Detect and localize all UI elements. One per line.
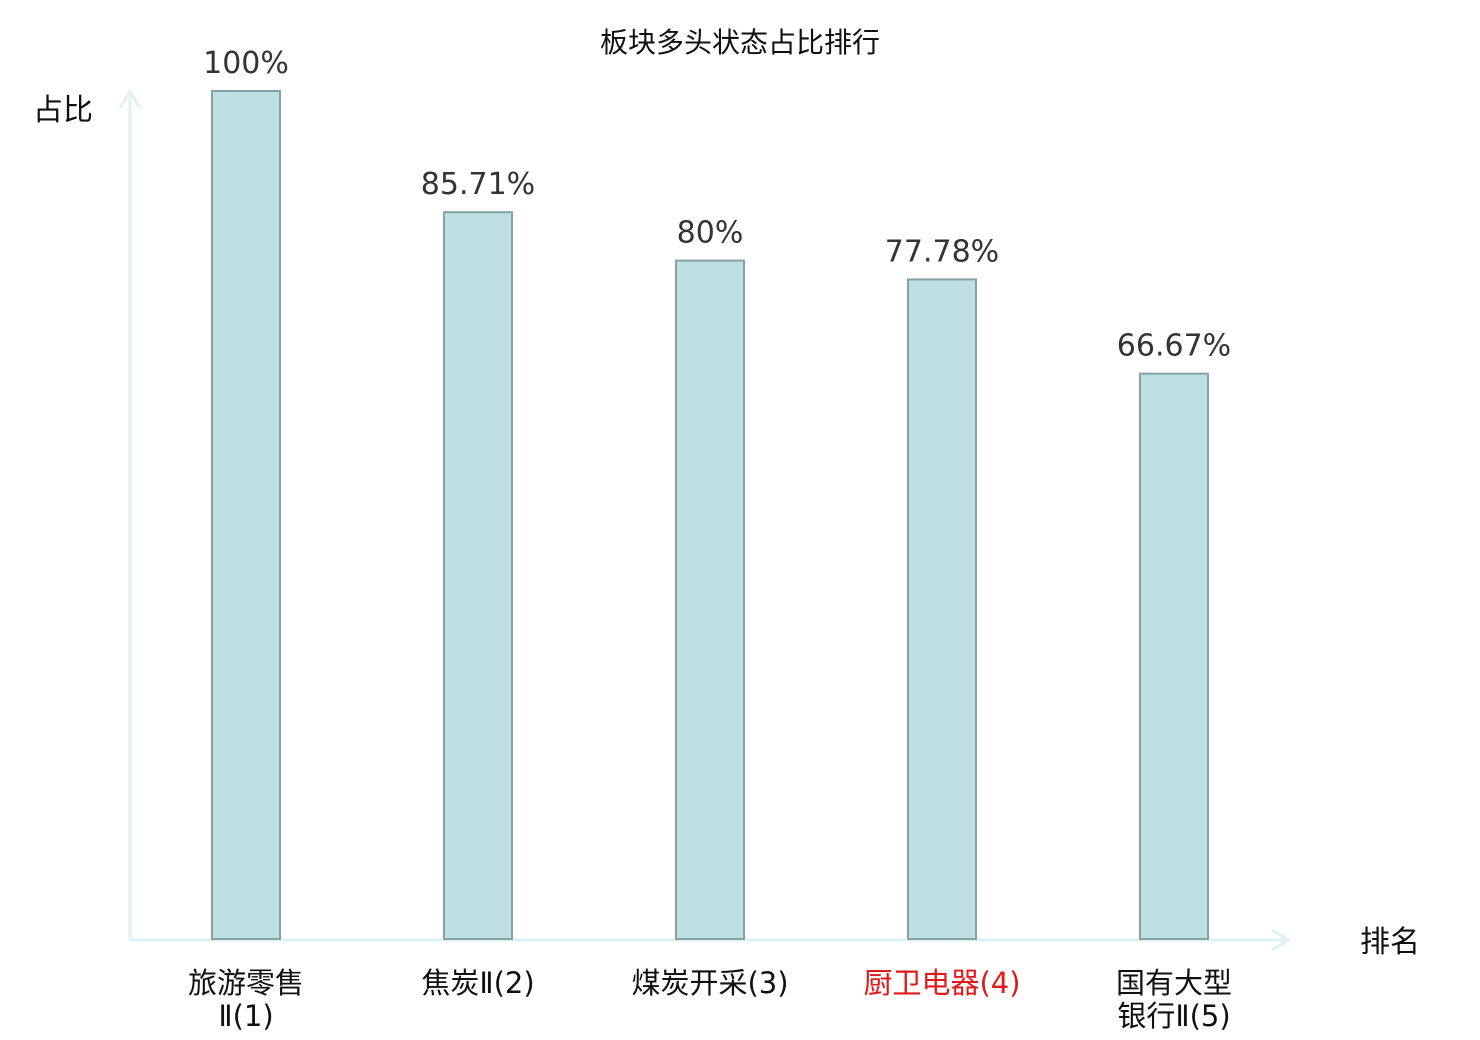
bar-5 <box>1139 372 1209 940</box>
value-label-1: 100% <box>203 46 289 81</box>
x-axis-label: 排名 <box>1360 925 1420 960</box>
bar-2 <box>443 211 513 940</box>
category-label-5-line-1: 国有大型 <box>1116 966 1232 1000</box>
y-axis-label: 占比 <box>33 93 93 128</box>
value-label-4: 77.78% <box>885 234 999 269</box>
value-label-5: 66.67% <box>1117 329 1231 364</box>
value-labels: 100% 85.71% 80% 77.78% 66.67% <box>203 46 1231 364</box>
bar-1 <box>211 90 281 940</box>
y-axis-arrow <box>118 89 142 109</box>
chart-title: 板块多头状态占比排行 <box>600 26 880 59</box>
bar-3 <box>675 259 745 941</box>
value-label-2: 85.71% <box>421 167 535 202</box>
category-label-1-line-2: Ⅱ(1) <box>218 999 273 1033</box>
x-axis-arrow <box>1271 928 1291 952</box>
bars <box>211 90 1209 941</box>
category-label-3-line-1: 煤炭开采(3) <box>631 966 788 1000</box>
category-label-1-line-1: 旅游零售 <box>188 966 304 1000</box>
category-label-2-line-1: 焦炭Ⅱ(2) <box>421 966 534 1000</box>
value-label-3: 80% <box>677 216 744 251</box>
bar-4 <box>907 278 977 940</box>
category-label-5-line-2: 银行Ⅱ(5) <box>1117 999 1230 1033</box>
y-axis: 占比 <box>33 89 142 940</box>
category-label-4-line-1: 厨卫电器(4) <box>863 966 1020 1000</box>
x-axis: 排名 <box>130 925 1420 960</box>
